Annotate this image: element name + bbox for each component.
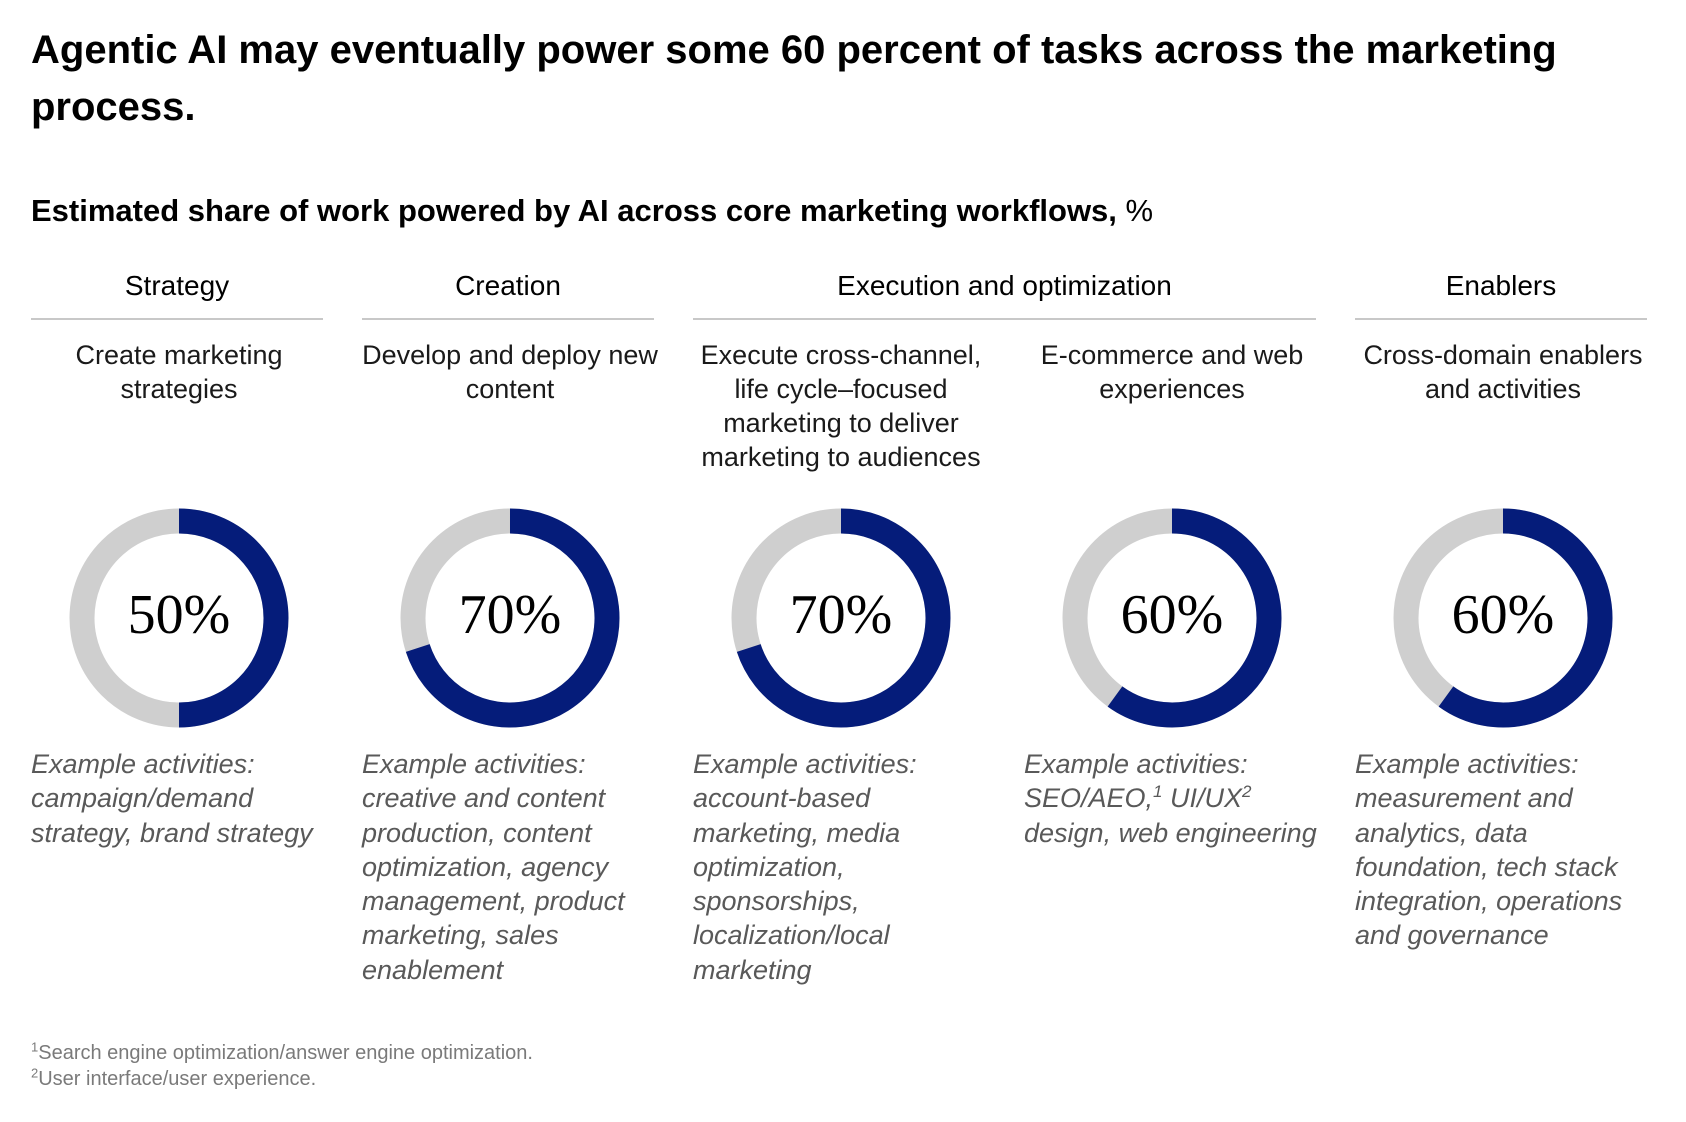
column-description: E-commerce and web experiences xyxy=(1040,340,1304,404)
donut-chart: 50% xyxy=(69,508,289,728)
donut-value-label: 60% xyxy=(1121,584,1224,646)
example-label: Example activities: xyxy=(31,749,255,779)
example-text: SEO/AEO,1 UI/UX2 design, web engineering xyxy=(1024,783,1317,847)
chart-subtitle: Estimated share of work powered by AI ac… xyxy=(31,190,1153,232)
footnote-marker: 1 xyxy=(31,1039,39,1055)
donut-value-label: 70% xyxy=(790,584,893,646)
example-text-part: design, web engineering xyxy=(1024,817,1317,848)
footnote-text: Search engine optimization/answer engine… xyxy=(38,1042,533,1064)
group-divider xyxy=(362,318,654,320)
example-text-part: SEO/AEO, xyxy=(1024,783,1154,814)
footnote-ref: 1 xyxy=(1153,782,1163,802)
group-label: Enablers xyxy=(1445,270,1557,301)
donut-share-arc xyxy=(1438,508,1613,728)
donut-share-arc xyxy=(405,508,620,728)
group-execution: Execution and optimization xyxy=(693,266,1316,322)
example-text: measurement and analytics, data foundati… xyxy=(1355,783,1623,951)
donut-share-arc xyxy=(178,508,289,728)
chart-title: Agentic AI may eventually power some 60 … xyxy=(31,28,1557,129)
group-enablers: Enablers xyxy=(1355,266,1647,322)
example-label: Example activities: xyxy=(693,749,917,779)
column-strategy: Create marketing strategies 50% Example … xyxy=(31,0,327,1122)
example-text-part: UI/UX xyxy=(1162,783,1243,814)
example-activities: Example activities: SEO/AEO,1 UI/UX2 des… xyxy=(1024,747,1320,850)
footnote-ref: 2 xyxy=(1242,782,1252,802)
footnotes: 1Search engine optimization/answer engin… xyxy=(31,1040,533,1092)
column-enablers: Cross-domain enablers and activities 60%… xyxy=(1355,0,1651,1122)
group-divider xyxy=(1355,318,1647,320)
example-activities: Example activities: campaign/demand stra… xyxy=(31,747,327,850)
example-label: Example activities: xyxy=(1355,749,1579,779)
example-activities: Example activities: creative and content… xyxy=(362,747,658,987)
donut-value-label: 70% xyxy=(459,584,562,646)
footnote-marker: 2 xyxy=(31,1065,39,1081)
footnote-text: User interface/user experience. xyxy=(38,1068,317,1090)
column-description: Create marketing strategies xyxy=(75,340,283,404)
footnote: 1Search engine optimization/answer engin… xyxy=(31,1040,533,1066)
example-text: campaign/demand strategy, brand strategy xyxy=(31,783,313,848)
donut-value-label: 50% xyxy=(128,584,231,646)
donut-chart: 60% xyxy=(1393,508,1613,728)
group-divider xyxy=(31,318,323,320)
example-text: creative and content production, content… xyxy=(362,783,625,985)
footnote: 2User interface/user experience. xyxy=(31,1066,533,1092)
donut-share-arc xyxy=(736,508,951,728)
column-creation: Develop and deploy new content 70% Examp… xyxy=(362,0,658,1122)
donut-value-label: 60% xyxy=(1452,584,1555,646)
donut-chart: 60% xyxy=(1062,508,1282,728)
example-activities: Example activities: measurement and anal… xyxy=(1355,747,1651,953)
donut-share-arc xyxy=(1107,508,1282,728)
group-label: Execution and optimization xyxy=(837,270,1172,301)
group-label: Creation xyxy=(455,270,561,301)
group-strategy: Strategy xyxy=(31,266,323,322)
column-description: Cross-domain enablers and activities xyxy=(1363,340,1643,404)
example-label: Example activities: xyxy=(362,749,586,779)
column-description: Develop and deploy new content xyxy=(362,340,658,404)
example-activities: Example activities: account-based market… xyxy=(693,747,989,987)
donut-chart: 70% xyxy=(400,508,620,728)
group-divider xyxy=(693,318,1316,320)
example-label: Example activities: xyxy=(1024,749,1248,779)
subtitle-text: Estimated share of work powered by AI ac… xyxy=(31,193,1117,228)
column-description: Execute cross-channel, life cycle–focuse… xyxy=(700,340,982,472)
column-execution-cross-channel: Execute cross-channel, life cycle–focuse… xyxy=(693,0,989,1122)
subtitle-unit: % xyxy=(1125,193,1154,228)
group-label: Strategy xyxy=(124,270,230,301)
group-creation: Creation xyxy=(362,266,654,322)
column-ecommerce: E-commerce and web experiences 60% Examp… xyxy=(1024,0,1320,1122)
donut-chart: 70% xyxy=(731,508,951,728)
example-text: account-based marketing, media optimizat… xyxy=(693,783,901,985)
